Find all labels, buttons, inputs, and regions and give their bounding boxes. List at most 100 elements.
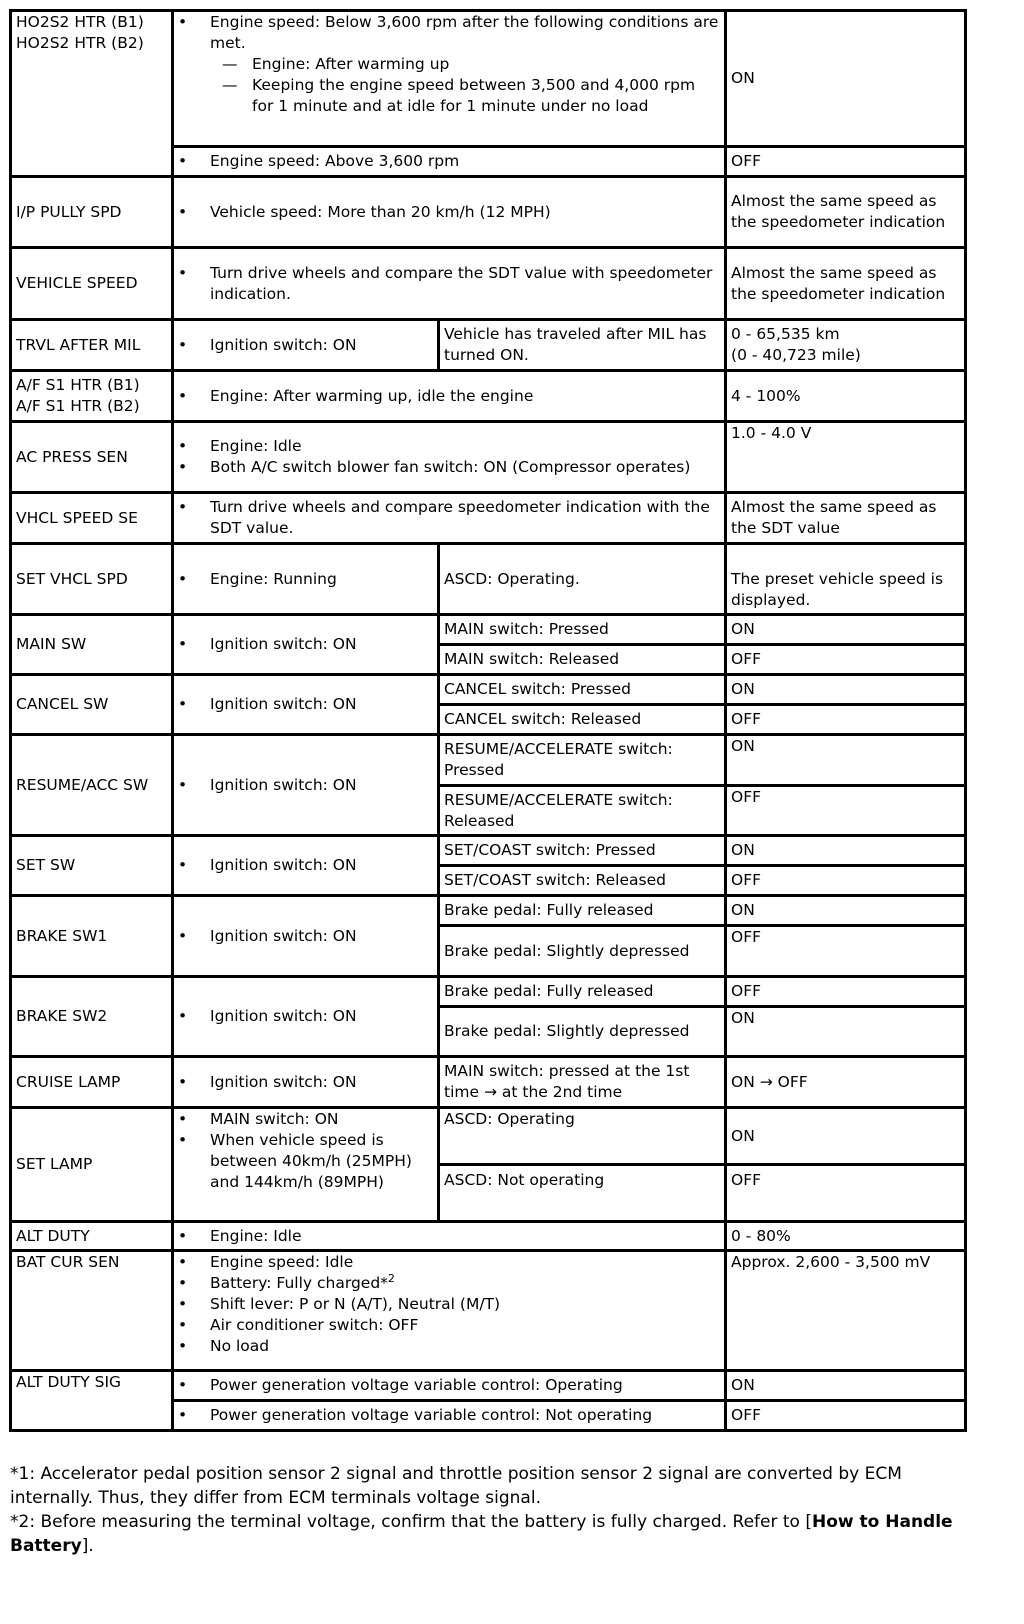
condition: Brake pedal: Fully released [436,975,728,1008]
value-cell: OFF [724,864,968,897]
item-name: VHCL SPEED SE [9,491,174,545]
value-cell: ON [724,834,968,867]
value-cell: Almost the same speed as the speedometer… [724,175,968,249]
item-name: TRVL AFTER MIL [9,318,174,372]
item-name: SET SW [9,834,174,897]
how-to-handle-battery-link[interactable]: How to Handle Battery [10,1512,953,1556]
value-cell: OFF [724,145,968,178]
condition: MAIN switch: pressed at the 1st time → a… [436,1055,728,1109]
item-name: ALT DUTY [9,1220,174,1252]
condition: CANCEL switch: Released [436,703,728,736]
value-cell: ON [724,894,968,927]
value-cell: OFF [724,975,968,1008]
value-cell: 0 - 80% [724,1220,968,1252]
condition-cell: Engine speed: Below 3,600 rpm after the … [170,9,728,148]
condition: Air conditioner switch: OFF [178,1315,720,1336]
item-name: A/F S1 HTR (B2) [16,397,140,415]
condition: Engine speed: Below 3,600 rpm after the … [178,14,720,55]
item-name: RESUME/ACC SW [9,733,174,837]
item-name: VEHICLE SPEED [9,246,174,321]
value: (0 - 40,723 mile) [731,346,861,364]
item-name: AC PRESS SEN [9,420,174,494]
item-name: SET VHCL SPD [9,542,174,616]
item-name: SET LAMP [9,1106,174,1223]
value-cell: OFF [724,784,968,837]
condition: Ignition switch: ON [178,634,433,655]
item-name: A/F S1 HTR (B1) [16,376,140,394]
condition: Power generation voltage variable contro… [178,1375,720,1396]
condition: Brake pedal: Fully released [436,894,728,927]
condition: RESUME/ACCELERATE switch: Released [436,784,728,837]
condition: Brake pedal: Slightly depressed [436,1005,728,1058]
condition: Ignition switch: ON [178,1006,433,1027]
value-cell: Almost the same speed as the speedometer… [724,246,968,321]
footnote-2: *2: Before measuring the terminal voltag… [10,1510,970,1558]
condition: Both A/C switch blower fan switch: ON (C… [178,457,720,478]
item-name: CRUISE LAMP [9,1055,174,1109]
footnote-2-end: ]. [81,1536,94,1556]
item-name: HO2S2 HTR (B2) [16,34,144,52]
value-cell: ON [724,673,968,706]
condition: Engine: After warming up, idle the engin… [178,386,720,407]
value-cell: Almost the same speed as the SDT value [724,491,968,545]
item-name: I/P PULLY SPD [9,175,174,249]
condition: ASCD: Not operating [436,1163,728,1223]
item-name: ALT DUTY SIG [9,1369,174,1432]
condition: Power generation voltage variable contro… [178,1405,720,1426]
value-cell: OFF [724,924,968,978]
footnote-2-text: *2: Before measuring the terminal voltag… [10,1512,812,1532]
condition: Vehicle speed: More than 20 km/h (12 MPH… [178,202,720,223]
condition: Engine speed: Above 3,600 rpm [178,151,720,172]
value-cell: ON [724,733,968,787]
item-cell: HO2S2 HTR (B1) HO2S2 HTR (B2) [9,9,174,178]
condition: Engine: Idle [178,436,720,457]
value-cell: ON [724,1106,968,1166]
value-cell: OFF [724,1163,968,1223]
value-cell: OFF [724,1399,968,1432]
value-cell: OFF [724,643,968,676]
condition: Ignition switch: ON [178,926,433,947]
value-cell: ON [724,1369,968,1402]
value-cell: OFF [724,703,968,736]
condition: Engine speed: Idle [178,1254,720,1274]
condition: Vehicle has traveled after MIL has turne… [436,318,728,372]
value: 0 - 65,535 km [731,325,840,343]
item-name: BAT CUR SEN [9,1249,174,1372]
condition: Engine: Running [178,569,433,590]
condition: Ignition switch: ON [178,855,433,876]
condition: Turn drive wheels and compare the SDT va… [178,263,720,305]
condition: CANCEL switch: Pressed [436,673,728,706]
value-cell: Approx. 2,600 - 3,500 mV [724,1249,968,1372]
condition: ASCD: Operating [436,1106,728,1166]
item-name: BRAKE SW1 [9,894,174,978]
item-name: CANCEL SW [9,673,174,736]
item-name: BRAKE SW2 [9,975,174,1058]
sub-condition: Engine: After warming up [178,54,720,75]
value-cell: ON [724,9,968,148]
value-cell: ON → OFF [724,1055,968,1109]
footnotes: *1: Accelerator pedal position sensor 2 … [10,1462,970,1558]
value-cell: 1.0 - 4.0 V [724,420,968,494]
condition: MAIN switch: Released [436,643,728,676]
sub-condition: Keeping the engine speed between 3,500 a… [178,75,720,117]
condition: Ignition switch: ON [178,335,433,356]
condition: RESUME/ACCELERATE switch: Pressed [436,733,728,787]
value-cell: 0 - 65,535 km (0 - 40,723 mile) [724,318,968,372]
monitor-table: HO2S2 HTR (B1) HO2S2 HTR (B2) Engine spee… [9,9,968,1432]
condition: Ignition switch: ON [178,1072,433,1093]
footnote-1: *1: Accelerator pedal position sensor 2 … [10,1464,902,1508]
condition: No load [178,1336,720,1357]
value-cell: 4 - 100% [724,369,968,423]
condition: ASCD: Operating. [436,542,728,616]
footnote-ref: 2 [387,1271,395,1285]
condition: Shift lever: P or N (A/T), Neutral (M/T) [178,1294,720,1315]
condition: Ignition switch: ON [178,694,433,715]
condition: MAIN switch: Pressed [436,613,728,646]
condition: Engine: Idle [178,1226,720,1247]
condition: SET/COAST switch: Pressed [436,834,728,867]
condition: MAIN switch: ON [178,1111,433,1131]
condition: Turn drive wheels and compare speedomete… [178,497,720,539]
condition: Brake pedal: Slightly depressed [436,924,728,978]
value-cell: The preset vehicle speed is displayed. [724,542,968,616]
item-name: HO2S2 HTR (B1) [16,13,144,32]
